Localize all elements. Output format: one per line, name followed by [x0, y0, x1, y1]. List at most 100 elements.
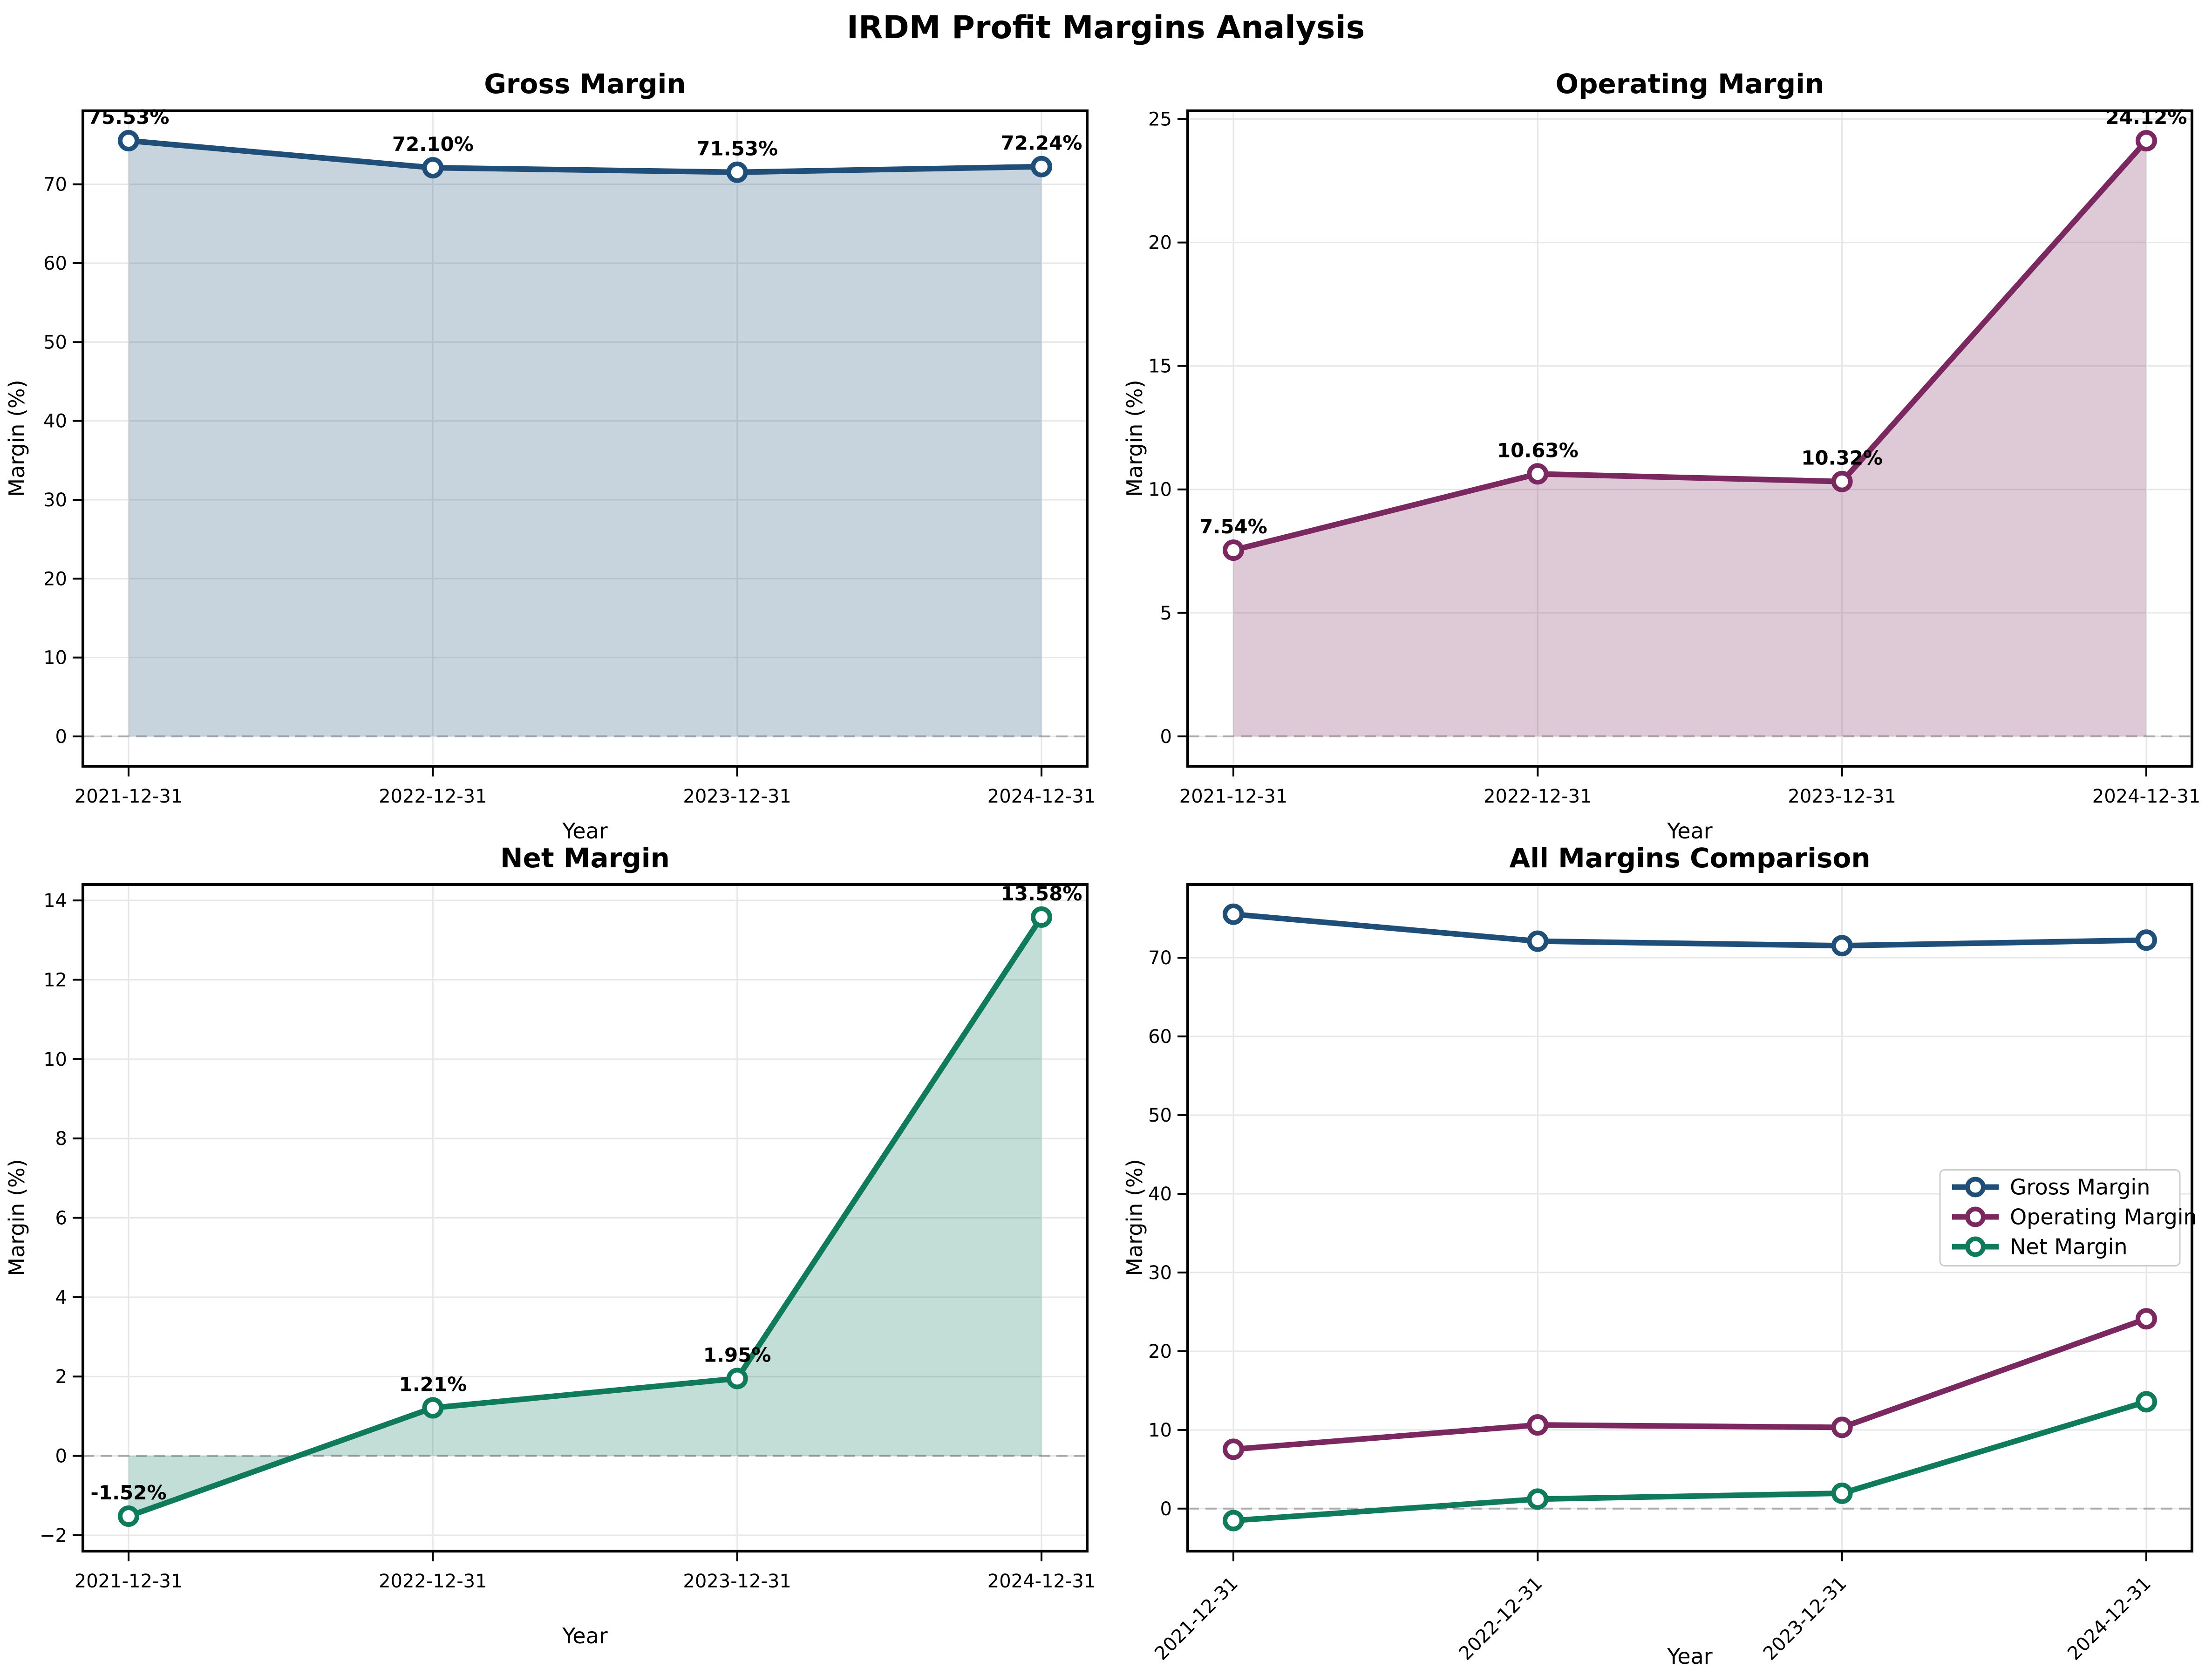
y-tick-label: 50	[43, 332, 67, 353]
y-tick-label: 70	[1148, 947, 1172, 969]
y-tick-label: 10	[43, 1049, 67, 1070]
data-point-marker	[1831, 470, 1853, 492]
x-tick-label: 2022-12-31	[379, 786, 487, 807]
x-tick-label: 2023-12-31	[683, 786, 791, 807]
axes-frame	[1186, 883, 2193, 1552]
data-point-label: 10.63%	[1497, 439, 1579, 462]
y-tick-label: 0	[1160, 726, 1172, 748]
y-tick-label: 2	[55, 1366, 67, 1388]
x-tick-label: 2022-12-31	[1455, 1573, 1546, 1665]
y-tick-label: 60	[1148, 1026, 1172, 1048]
y-tick-label: 0	[55, 726, 67, 748]
data-point-marker	[1527, 930, 1549, 952]
series-line	[1231, 911, 2149, 949]
x-tick-label: 2021-12-31	[1150, 1573, 1242, 1665]
data-point-label: 10.32%	[1801, 447, 1883, 470]
x-tick-label: 2021-12-31	[75, 1571, 183, 1592]
x-axis-title: Year	[562, 1623, 607, 1648]
data-point-label: 71.53%	[696, 137, 778, 160]
y-tick-label: 40	[43, 411, 67, 432]
y-tick-label: 40	[1148, 1184, 1172, 1205]
data-point-label: 24.12%	[2106, 106, 2187, 129]
y-tick-label: 15	[1148, 356, 1172, 377]
y-tick-label: 30	[1148, 1262, 1172, 1284]
data-point-label: 1.95%	[703, 1343, 771, 1366]
data-point-marker	[2136, 1308, 2157, 1330]
y-tick-label: 0	[1160, 1498, 1172, 1520]
data-point-marker	[1031, 156, 1052, 177]
axes-frame	[82, 109, 1089, 768]
chart-gross-margin: 75.53% 72.10% 71.53% 72.24% 2021-12-31 2022-1…	[43, 106, 1096, 807]
y-tick-label: 5	[1160, 603, 1172, 624]
axes-frame	[1186, 109, 2193, 768]
data-point-marker	[1831, 935, 1853, 957]
y-tick-label: 70	[43, 174, 67, 196]
data-point-label: 72.10%	[392, 133, 474, 156]
legend-label: Gross Margin	[2010, 1175, 2150, 1200]
area-fill	[1233, 141, 2146, 736]
x-tick-label: 2023-12-31	[1788, 786, 1896, 807]
data-point-marker	[1031, 906, 1052, 928]
y-tick-label: 30	[43, 490, 67, 511]
legend-marker	[1965, 1236, 1986, 1257]
x-axis-title: Year	[1667, 1644, 1712, 1669]
y-tick-label: 10	[43, 647, 67, 669]
data-point-marker	[2136, 130, 2157, 152]
data-point-marker	[118, 130, 139, 152]
y-tick-label: 50	[1148, 1105, 1172, 1126]
subplot-title-gross-margin: Gross Margin	[484, 68, 686, 100]
y-tick-label: 20	[1148, 232, 1172, 254]
data-point-marker	[2136, 1391, 2157, 1413]
subplot-title-net-margin: Net Margin	[500, 842, 670, 874]
x-tick-label: 2024-12-31	[2092, 786, 2200, 807]
data-point-marker	[422, 157, 444, 179]
data-point-marker	[2136, 929, 2157, 951]
series-line	[126, 914, 1044, 1519]
x-tick-label: 2021-12-31	[75, 786, 183, 807]
subplot-title-operating-margin: Operating Margin	[1556, 68, 1824, 100]
data-point-label: 1.21%	[399, 1373, 467, 1396]
legend-label: Operating Margin	[2010, 1205, 2197, 1230]
y-tick-label: 10	[1148, 1420, 1172, 1441]
series-line	[1231, 138, 2149, 553]
data-point-label: 72.24%	[1001, 132, 1082, 155]
data-point-marker	[1831, 1482, 1853, 1504]
y-tick-label: 20	[43, 568, 67, 590]
data-point-marker	[726, 161, 748, 183]
data-point-marker	[118, 1505, 139, 1527]
data-point-marker	[1223, 539, 1244, 561]
data-point-label: 75.53%	[88, 106, 170, 129]
data-point-marker	[726, 1368, 748, 1389]
data-point-marker	[422, 1397, 444, 1419]
data-point-marker	[1527, 1414, 1549, 1436]
y-axis-title: Margin (%)	[4, 1159, 29, 1276]
series-line	[1231, 1399, 2149, 1524]
legend-marker	[1965, 1177, 1986, 1198]
y-tick-label: 8	[55, 1128, 67, 1150]
chart-operating-margin: 7.54% 10.63% 10.32% 24.12% 2021-12-31 2022-12…	[1148, 106, 2200, 807]
y-tick-label: 20	[1148, 1341, 1172, 1362]
data-point-marker	[1527, 1488, 1549, 1510]
y-tick-label: 14	[43, 890, 67, 912]
legend-label: Net Margin	[2010, 1234, 2127, 1260]
data-point-marker	[1223, 1438, 1244, 1460]
legend-marker	[1965, 1206, 1986, 1227]
y-tick-label: −2	[40, 1525, 67, 1546]
data-point-marker	[1223, 903, 1244, 925]
data-point-label: 7.54%	[1199, 515, 1267, 538]
y-axis-title: Margin (%)	[4, 380, 29, 497]
x-tick-label: 2023-12-31	[1759, 1573, 1851, 1665]
x-tick-label: 2024-12-31	[987, 1571, 1096, 1592]
y-tick-label: 6	[55, 1208, 67, 1229]
x-axis-title: Year	[562, 818, 607, 844]
series-line	[126, 138, 1044, 175]
x-tick-label: 2021-12-31	[1179, 786, 1287, 807]
y-tick-label: 10	[1148, 479, 1172, 501]
legend-box	[1939, 1169, 2181, 1266]
chart-net-margin: -1.52% 1.21% 1.95% 13.58% 2021-12-31 2022-12-…	[40, 882, 1096, 1592]
data-point-marker	[1527, 463, 1549, 485]
x-tick-label: 2023-12-31	[683, 1571, 791, 1592]
y-tick-label: 25	[1148, 109, 1172, 130]
y-tick-label: 12	[43, 969, 67, 991]
